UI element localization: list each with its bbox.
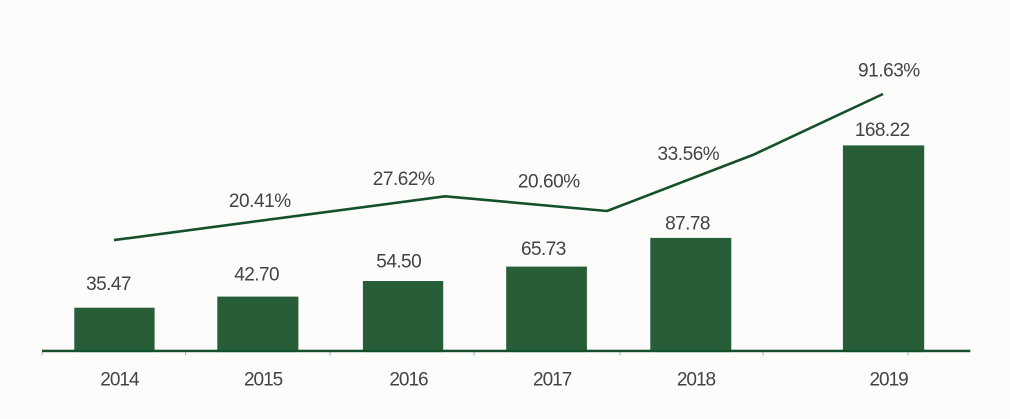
svg-text:27.62%: 27.62%: [373, 169, 435, 190]
svg-text:87.78: 87.78: [665, 214, 710, 235]
svg-text:35.47: 35.47: [86, 274, 131, 295]
svg-text:20.41%: 20.41%: [229, 191, 291, 212]
svg-text:2015: 2015: [244, 370, 283, 391]
svg-text:2014: 2014: [100, 370, 140, 391]
svg-text:65.73: 65.73: [521, 239, 566, 260]
svg-text:2018: 2018: [677, 370, 716, 391]
svg-text:2016: 2016: [389, 370, 428, 391]
svg-text:42.70: 42.70: [234, 264, 279, 285]
svg-text:168.22: 168.22: [855, 120, 910, 141]
svg-text:20.60%: 20.60%: [518, 172, 580, 193]
svg-text:91.63%: 91.63%: [858, 61, 920, 82]
svg-text:33.56%: 33.56%: [658, 144, 720, 165]
svg-text:2019: 2019: [869, 370, 908, 391]
svg-text:54.50: 54.50: [376, 252, 421, 273]
svg-text:2017: 2017: [533, 370, 572, 391]
